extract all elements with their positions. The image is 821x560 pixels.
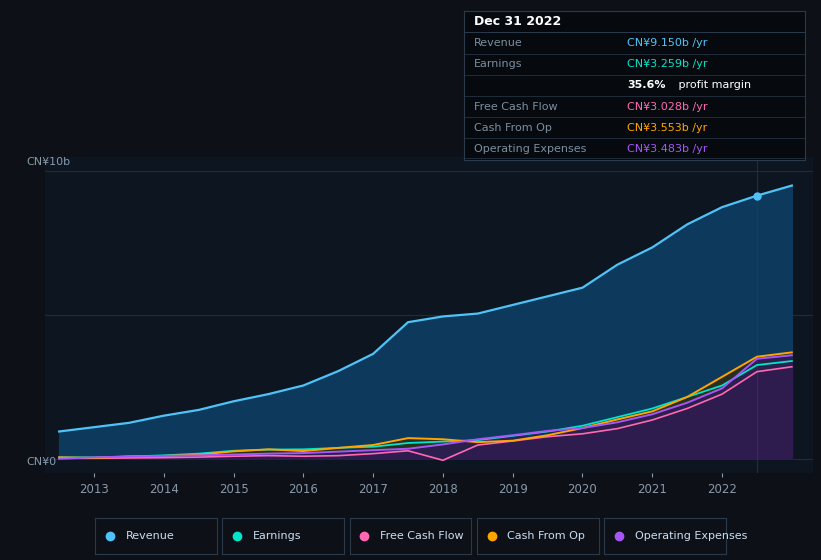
Text: Cash From Op: Cash From Op xyxy=(507,531,585,541)
Text: Earnings: Earnings xyxy=(474,59,523,69)
Text: CN¥3.553b /yr: CN¥3.553b /yr xyxy=(627,123,708,133)
Text: CN¥10b: CN¥10b xyxy=(26,157,71,167)
Text: Revenue: Revenue xyxy=(126,531,174,541)
Text: Revenue: Revenue xyxy=(474,38,523,48)
Text: CN¥0: CN¥0 xyxy=(26,457,57,467)
Text: CN¥3.028b /yr: CN¥3.028b /yr xyxy=(627,101,708,111)
Text: 35.6%: 35.6% xyxy=(627,81,666,90)
Text: Dec 31 2022: Dec 31 2022 xyxy=(474,15,562,29)
Text: Free Cash Flow: Free Cash Flow xyxy=(474,101,557,111)
Text: Operating Expenses: Operating Expenses xyxy=(474,144,586,154)
Text: Free Cash Flow: Free Cash Flow xyxy=(380,531,464,541)
Text: CN¥3.483b /yr: CN¥3.483b /yr xyxy=(627,144,708,154)
Text: Cash From Op: Cash From Op xyxy=(474,123,552,133)
Text: Operating Expenses: Operating Expenses xyxy=(635,531,747,541)
Text: CN¥3.259b /yr: CN¥3.259b /yr xyxy=(627,59,708,69)
Text: Earnings: Earnings xyxy=(253,531,301,541)
Text: CN¥9.150b /yr: CN¥9.150b /yr xyxy=(627,38,708,48)
Text: profit margin: profit margin xyxy=(675,81,751,90)
